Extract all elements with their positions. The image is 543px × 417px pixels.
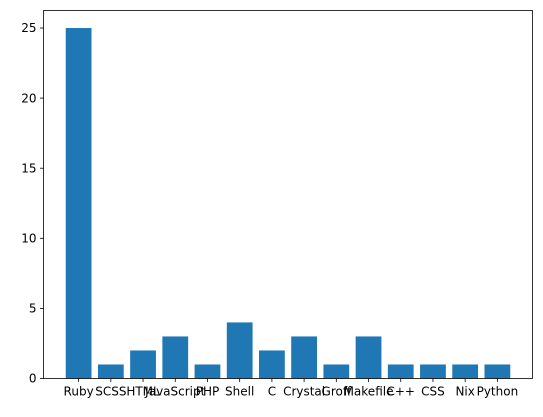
y-tick-label: 20 bbox=[21, 91, 36, 105]
bar-javascript bbox=[162, 336, 189, 379]
y-tick-label: 10 bbox=[21, 232, 36, 246]
y-tick-label: 25 bbox=[21, 21, 36, 35]
bar-crystal bbox=[291, 336, 317, 379]
x-tick-label: Groff bbox=[322, 385, 352, 399]
bar-c- bbox=[387, 364, 414, 379]
bar-html bbox=[130, 350, 156, 379]
x-tick-label: C++ bbox=[386, 385, 415, 399]
x-tick-label: Nix bbox=[455, 385, 474, 399]
x-tick-label: C bbox=[268, 385, 276, 399]
x-tick-label: HTML bbox=[126, 385, 160, 399]
bar-shell bbox=[226, 322, 253, 379]
plot-frame bbox=[43, 10, 533, 379]
bar-python bbox=[484, 364, 511, 379]
y-tick-label: 15 bbox=[21, 161, 36, 175]
bar-php bbox=[194, 364, 221, 379]
bar-css bbox=[420, 364, 446, 379]
bar-makefile bbox=[355, 336, 382, 379]
bar-nix bbox=[452, 364, 479, 379]
y-tick-label: 5 bbox=[29, 302, 37, 316]
x-tick-label: PHP bbox=[196, 385, 220, 399]
x-tick-label: Makefile bbox=[344, 385, 394, 399]
bar-scss bbox=[97, 364, 124, 379]
x-tick-label: JavaScript bbox=[144, 385, 205, 399]
y-axis: 0 5 10 15 20 25 bbox=[21, 21, 44, 386]
x-tick-label: Shell bbox=[225, 385, 254, 399]
x-tick-label: Crystal bbox=[283, 385, 325, 399]
x-tick-label: Ruby bbox=[64, 385, 94, 399]
x-tick-label: Python bbox=[477, 385, 519, 399]
x-tick-label: SCSS bbox=[95, 385, 126, 399]
x-tick-label: CSS bbox=[421, 385, 445, 399]
bars-group bbox=[65, 28, 511, 379]
bar-ruby bbox=[65, 28, 92, 379]
bar-c bbox=[259, 350, 285, 379]
bar-groff bbox=[323, 364, 350, 379]
y-tick-label: 0 bbox=[29, 372, 37, 386]
